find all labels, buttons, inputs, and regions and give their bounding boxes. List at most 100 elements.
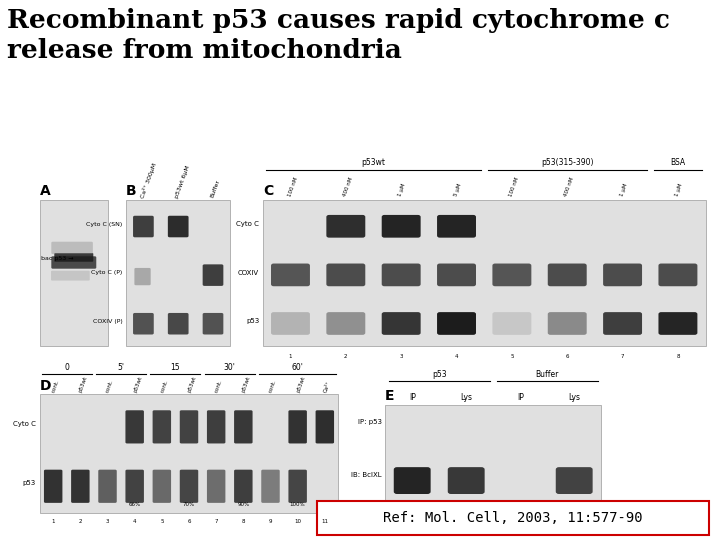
Text: 100 nM: 100 nM (287, 176, 299, 197)
Text: 2: 2 (344, 354, 348, 359)
FancyBboxPatch shape (659, 264, 698, 286)
Text: 400 nM: 400 nM (564, 176, 575, 197)
Text: 5: 5 (510, 354, 513, 359)
Text: COXIV: COXIV (238, 269, 259, 276)
Text: cont.: cont. (269, 379, 278, 393)
FancyBboxPatch shape (437, 264, 476, 286)
Text: cont.: cont. (214, 379, 223, 393)
FancyBboxPatch shape (180, 410, 198, 443)
Text: 8: 8 (676, 354, 680, 359)
Text: 5 μM: 5 μM (453, 183, 462, 197)
Text: cont.: cont. (51, 379, 60, 393)
Text: IP: IP (517, 393, 523, 402)
FancyBboxPatch shape (382, 215, 420, 238)
Text: 3: 3 (400, 354, 403, 359)
Text: 8: 8 (242, 519, 245, 524)
Text: 1: 1 (51, 519, 55, 524)
FancyBboxPatch shape (202, 265, 223, 286)
FancyBboxPatch shape (437, 215, 476, 238)
FancyBboxPatch shape (207, 470, 225, 503)
Text: 1 μM: 1 μM (397, 183, 407, 197)
Text: Buffer: Buffer (536, 369, 559, 379)
FancyBboxPatch shape (659, 312, 698, 335)
FancyBboxPatch shape (234, 470, 253, 503)
Text: p53: p53 (432, 369, 446, 379)
Text: p53wt: p53wt (361, 158, 385, 167)
FancyBboxPatch shape (382, 264, 420, 286)
Text: p53wt: p53wt (78, 375, 89, 393)
Text: 0: 0 (64, 362, 69, 372)
Text: 15: 15 (171, 362, 180, 372)
Bar (317, 501, 709, 535)
Text: IP: IP (409, 393, 415, 402)
FancyBboxPatch shape (135, 268, 150, 285)
Text: COXIV (P): COXIV (P) (93, 319, 122, 324)
FancyBboxPatch shape (261, 470, 280, 503)
Text: Ref: Mol. Cell, 2003, 11:577-90: Ref: Mol. Cell, 2003, 11:577-90 (383, 511, 643, 525)
FancyBboxPatch shape (492, 312, 531, 335)
FancyBboxPatch shape (133, 216, 154, 237)
Bar (40, 200, 108, 346)
Bar (126, 200, 230, 346)
Text: 70%: 70% (183, 502, 195, 507)
FancyBboxPatch shape (234, 410, 253, 443)
Text: 7: 7 (621, 354, 624, 359)
Text: 400 nM: 400 nM (342, 176, 354, 197)
Text: Cyto C: Cyto C (236, 221, 259, 227)
FancyBboxPatch shape (437, 312, 476, 335)
FancyBboxPatch shape (394, 467, 431, 494)
Text: Recombinant p53 causes rapid cytochrome c
release from mitochondria: Recombinant p53 causes rapid cytochrome … (7, 8, 670, 63)
Text: 100%: 100% (290, 502, 305, 507)
FancyBboxPatch shape (125, 410, 144, 443)
Text: p53: p53 (246, 318, 259, 325)
Text: Buffer: Buffer (210, 179, 220, 199)
Text: p53: p53 (23, 480, 36, 487)
FancyBboxPatch shape (548, 264, 587, 286)
Bar (40, 394, 338, 513)
Text: 6: 6 (187, 519, 191, 524)
Text: 1 μM: 1 μM (675, 183, 683, 197)
Text: 60': 60' (292, 362, 304, 372)
Text: 30': 30' (224, 362, 235, 372)
Text: Cyto C: Cyto C (13, 421, 36, 427)
Text: B: B (126, 184, 137, 198)
FancyBboxPatch shape (51, 271, 90, 281)
Text: 4: 4 (455, 354, 458, 359)
Text: p53(315-390): p53(315-390) (541, 158, 593, 167)
FancyBboxPatch shape (51, 256, 96, 269)
Text: Lys: Lys (460, 393, 472, 402)
FancyBboxPatch shape (271, 264, 310, 286)
FancyBboxPatch shape (326, 312, 365, 335)
Text: 100 nM: 100 nM (508, 176, 520, 197)
Text: 1 μM: 1 μM (619, 183, 629, 197)
FancyBboxPatch shape (153, 410, 171, 443)
Text: 6: 6 (565, 354, 569, 359)
Text: Ca²⁺ 300μM: Ca²⁺ 300μM (140, 162, 158, 199)
Bar (385, 405, 601, 502)
FancyBboxPatch shape (51, 242, 93, 254)
FancyBboxPatch shape (289, 470, 307, 503)
Text: p53wt: p53wt (132, 375, 143, 393)
Text: 11: 11 (321, 519, 328, 524)
FancyBboxPatch shape (168, 313, 189, 334)
Text: C: C (263, 184, 273, 198)
FancyBboxPatch shape (315, 410, 334, 443)
FancyBboxPatch shape (271, 312, 310, 335)
FancyBboxPatch shape (326, 264, 365, 286)
FancyBboxPatch shape (71, 470, 89, 503)
Text: p53wt: p53wt (241, 375, 252, 393)
FancyBboxPatch shape (54, 253, 94, 262)
Text: 9: 9 (269, 519, 272, 524)
FancyBboxPatch shape (44, 470, 63, 503)
Text: p53wt: p53wt (187, 375, 197, 393)
Text: A: A (40, 184, 50, 198)
FancyBboxPatch shape (207, 410, 225, 443)
FancyBboxPatch shape (556, 467, 593, 494)
FancyBboxPatch shape (548, 312, 587, 335)
FancyBboxPatch shape (133, 313, 154, 334)
Text: cont.: cont. (105, 379, 114, 393)
FancyBboxPatch shape (603, 264, 642, 286)
Text: Cyto C (SN): Cyto C (SN) (86, 221, 122, 227)
Text: 90%: 90% (238, 502, 249, 507)
Text: 1: 1 (289, 354, 292, 359)
